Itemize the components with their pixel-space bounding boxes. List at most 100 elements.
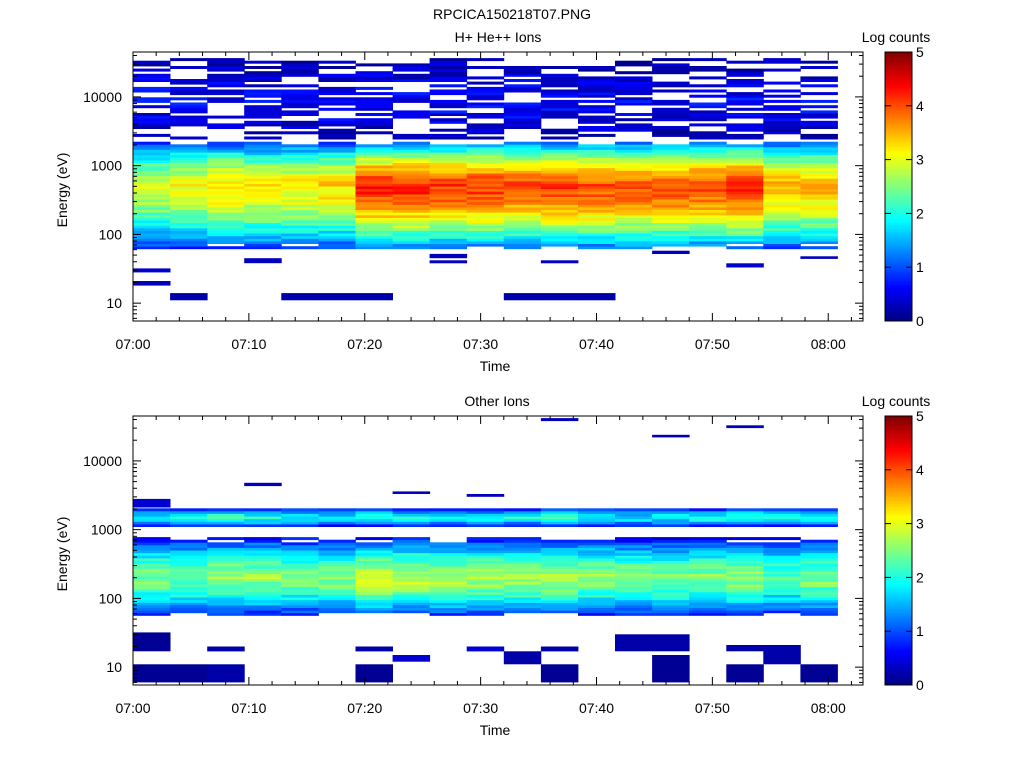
heatmap-cell	[244, 157, 282, 161]
colorbar-swatch	[885, 669, 912, 673]
y-tick-label: 100	[99, 590, 123, 606]
heatmap-cell	[503, 605, 542, 608]
heatmap-cell	[578, 76, 616, 80]
heatmap-cell	[540, 558, 579, 561]
heatmap-cell	[726, 510, 764, 514]
heatmap-cell	[540, 175, 579, 179]
heatmap-cell	[429, 597, 468, 601]
heatmap-cell	[689, 222, 727, 226]
heatmap-cell	[170, 220, 208, 224]
heatmap-cell	[318, 133, 356, 137]
heatmap-cell	[244, 175, 282, 179]
heatmap-cell	[800, 204, 838, 208]
heatmap-cell	[615, 60, 653, 64]
heatmap-cell	[726, 241, 764, 244]
heatmap-cell	[355, 605, 393, 608]
heatmap-cell	[318, 194, 356, 197]
colorbar-swatch	[885, 642, 912, 646]
heatmap-cell	[207, 183, 245, 187]
heatmap-cell	[466, 521, 505, 525]
heatmap-cell	[244, 243, 282, 247]
heatmap-cell	[207, 568, 245, 572]
colorbar-swatch	[885, 312, 912, 315]
heatmap-cell	[503, 73, 542, 77]
heatmap-cell	[244, 605, 282, 608]
heatmap-cell	[763, 243, 801, 247]
heatmap-cell	[429, 207, 468, 210]
heatmap-cell	[800, 167, 838, 171]
heatmap-cell	[503, 178, 542, 182]
heatmap-cell	[133, 141, 171, 145]
heatmap-cell	[615, 563, 653, 567]
colorbar-swatch	[885, 510, 912, 513]
heatmap-cell	[318, 230, 356, 234]
heatmap-cell	[355, 199, 393, 203]
heatmap-cell	[244, 238, 282, 242]
heatmap-cell	[466, 212, 505, 216]
heatmap-cell	[689, 131, 727, 135]
heatmap-cell	[615, 173, 653, 177]
heatmap-cell	[800, 610, 838, 614]
heatmap-cell	[466, 597, 505, 601]
heatmap-cell	[615, 123, 653, 127]
heatmap-cell	[207, 516, 245, 520]
heatmap-cell	[540, 196, 579, 200]
heatmap-cell	[318, 183, 356, 187]
heatmap-cell	[800, 510, 838, 514]
heatmap-cell	[578, 105, 616, 109]
heatmap-cell	[726, 589, 764, 593]
heatmap-cell	[689, 243, 727, 247]
heatmap-cell	[466, 92, 505, 96]
colorbar-swatch	[885, 481, 912, 484]
heatmap-cell	[578, 578, 616, 582]
heatmap-cell	[503, 576, 542, 580]
heatmap-cell	[466, 58, 505, 62]
heatmap-cell	[726, 550, 764, 554]
heatmap-cell	[170, 235, 208, 239]
heatmap-cell	[726, 560, 764, 564]
heatmap-cell	[355, 71, 393, 75]
heatmap-cell	[652, 524, 690, 527]
colorbar-swatch	[885, 554, 912, 558]
heatmap-cell	[207, 196, 245, 200]
heatmap-cell	[318, 157, 356, 161]
heatmap-cell	[615, 599, 653, 603]
heatmap-cell	[429, 578, 468, 582]
heatmap-cell	[652, 66, 690, 69]
heatmap-cell	[652, 131, 690, 135]
heatmap-cell	[392, 235, 431, 239]
heatmap-cell	[133, 513, 171, 517]
heatmap-cell	[281, 63, 319, 67]
heatmap-cell	[429, 128, 468, 132]
heatmap-cell	[281, 612, 319, 616]
heatmap-cell	[466, 201, 505, 205]
heatmap-cell	[207, 555, 245, 559]
heatmap-cell	[689, 170, 727, 174]
heatmap-cell	[540, 586, 579, 590]
heatmap-cell	[170, 173, 208, 177]
heatmap-cell	[281, 544, 319, 548]
heatmap-cell	[763, 94, 801, 98]
heatmap-cell	[615, 539, 653, 543]
heatmap-cell	[133, 632, 171, 652]
x-tick-label: 08:00	[811, 336, 846, 352]
heatmap-cell	[281, 542, 319, 546]
heatmap-cell	[540, 99, 579, 103]
heatmap-cell	[355, 591, 393, 595]
heatmap-cell	[355, 167, 393, 171]
heatmap-cell	[466, 162, 505, 166]
heatmap-cell	[355, 126, 393, 129]
heatmap-cell	[540, 141, 579, 145]
heatmap-cell	[429, 610, 468, 614]
heatmap-cell	[429, 241, 468, 244]
heatmap-cell	[170, 110, 208, 114]
heatmap-cell	[503, 222, 542, 226]
heatmap-cell	[133, 550, 171, 554]
heatmap-cell	[429, 188, 468, 192]
heatmap-cell	[392, 165, 431, 169]
colorbar-swatch	[885, 429, 912, 433]
heatmap-cell	[392, 597, 431, 601]
heatmap-cell	[133, 524, 171, 527]
heatmap-cell	[503, 651, 542, 665]
heatmap-cell	[689, 607, 727, 611]
